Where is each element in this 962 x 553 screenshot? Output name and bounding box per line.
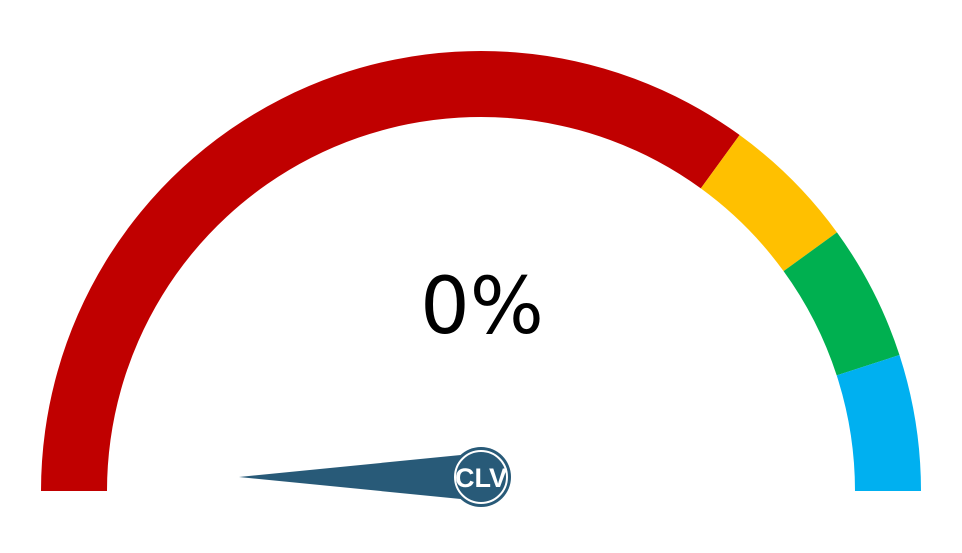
logo-hub-disc bbox=[454, 450, 508, 504]
clv-logo: CLV bbox=[455, 463, 507, 493]
gauge-needle bbox=[239, 453, 481, 501]
gauge-needle-group: CLV bbox=[239, 447, 511, 507]
gauge-value-label: 0% bbox=[420, 262, 544, 352]
gauge-band-3 bbox=[783, 232, 900, 376]
gauge-bands bbox=[41, 51, 921, 492]
gauge-band-1 bbox=[41, 51, 740, 492]
gauge-band-4 bbox=[836, 355, 921, 491]
clv-logo-hub: CLV bbox=[451, 447, 511, 507]
gauge-band-2 bbox=[700, 135, 837, 272]
